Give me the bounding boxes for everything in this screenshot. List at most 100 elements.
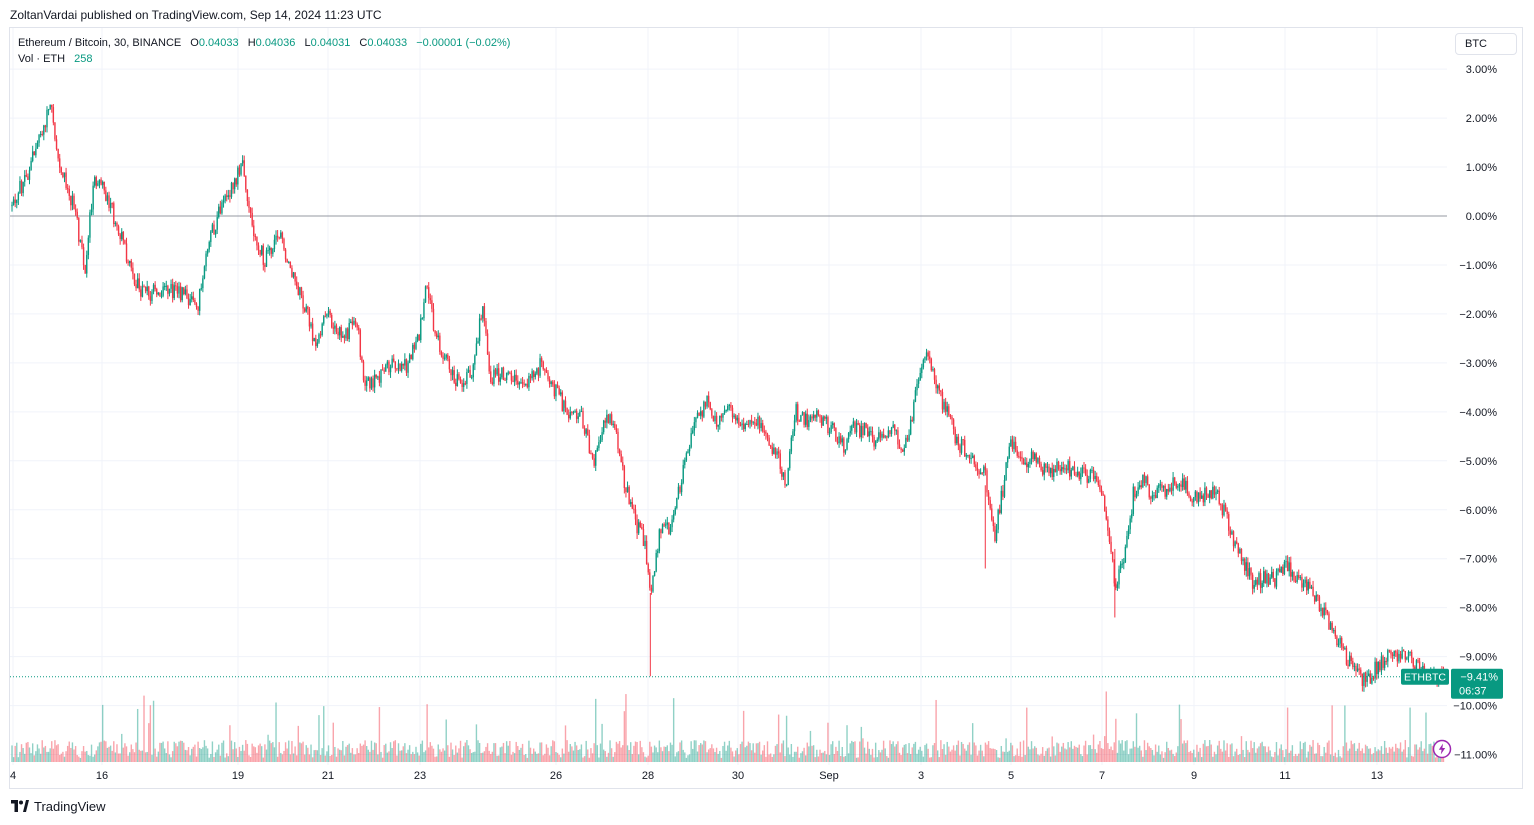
candle-body xyxy=(1005,462,1007,480)
candle-body xyxy=(706,395,708,407)
candle-body xyxy=(1100,489,1103,494)
volume-bar xyxy=(319,754,322,762)
candle-body xyxy=(54,122,56,140)
candle-body xyxy=(1294,580,1297,582)
x-tick-label: 21 xyxy=(322,770,334,782)
volume-bar xyxy=(1434,757,1437,762)
candle-body xyxy=(89,212,91,238)
candle-body xyxy=(1391,654,1394,657)
candle-body xyxy=(159,292,161,296)
candle-body xyxy=(1048,466,1050,474)
candle-body xyxy=(1418,661,1421,676)
candle-body xyxy=(370,378,373,389)
volume-bar xyxy=(1398,748,1400,762)
candle-body xyxy=(17,193,20,201)
volume-bar xyxy=(620,747,622,762)
volume-bar xyxy=(226,753,228,762)
volume-bar xyxy=(633,745,635,762)
candle-body xyxy=(1240,548,1243,562)
volume-bar xyxy=(903,744,905,762)
volume-bar xyxy=(494,743,497,762)
candle-body xyxy=(447,354,449,360)
candle-body xyxy=(1212,486,1214,499)
candle-body xyxy=(431,300,433,309)
volume-bar xyxy=(1267,746,1270,762)
candle-body xyxy=(1415,660,1418,671)
volume-bar xyxy=(645,757,648,762)
volume-bar xyxy=(346,745,349,762)
volume-bar xyxy=(386,752,389,762)
volume-bar xyxy=(762,750,764,762)
candle-body xyxy=(1224,504,1227,511)
volume-bar xyxy=(684,752,686,762)
volume-bar xyxy=(1369,748,1372,762)
candle-body xyxy=(1315,595,1317,602)
volume-bar xyxy=(429,742,432,762)
candle-body xyxy=(1298,575,1300,578)
candle-body xyxy=(95,177,97,186)
volume-bar xyxy=(57,744,59,762)
candle-body xyxy=(372,378,374,388)
candle-body xyxy=(569,412,571,419)
volume-bar xyxy=(1103,736,1106,762)
candle-body xyxy=(666,522,668,525)
candle-body xyxy=(585,429,587,434)
volume-bar xyxy=(194,744,196,762)
volume-bar xyxy=(330,754,333,762)
candle-body xyxy=(292,272,295,277)
candle-body xyxy=(245,175,247,190)
volume-bar xyxy=(385,743,387,762)
candle-body xyxy=(733,415,735,418)
volume-bar xyxy=(913,743,915,762)
candle-body xyxy=(641,526,643,530)
candle-body xyxy=(1024,462,1026,465)
volume-bar xyxy=(397,743,400,762)
volume-bar xyxy=(595,698,597,762)
candle-body xyxy=(413,344,416,349)
symbol-tag-text: ETHBTC xyxy=(1404,672,1446,684)
candle-body xyxy=(769,445,772,448)
volume-bar xyxy=(130,744,132,762)
candle-body xyxy=(461,382,463,387)
legend-symbol[interactable]: Ethereum / Bitcoin, 30, BINANCE xyxy=(18,37,182,49)
candle-body xyxy=(924,356,926,360)
volume-bar xyxy=(628,749,630,762)
candle-body xyxy=(965,455,968,457)
candle-body xyxy=(859,424,861,438)
tradingview-logo-icon[interactable] xyxy=(10,799,30,814)
volume-bar xyxy=(959,755,961,762)
volume-bar xyxy=(580,744,583,762)
volume-bar xyxy=(976,755,979,762)
volume-bar xyxy=(967,744,969,762)
candle-body xyxy=(394,361,397,369)
candle-body xyxy=(488,354,490,372)
candle-body xyxy=(536,368,538,374)
published-by-line: ZoltanVardai published on TradingView.co… xyxy=(10,8,382,22)
candle-body xyxy=(959,445,961,453)
volume-bar xyxy=(297,725,299,762)
currency-button[interactable]: BTC xyxy=(1455,33,1517,55)
footer-brand-text[interactable]: TradingView xyxy=(34,799,106,814)
volume-bar xyxy=(844,756,847,762)
candle-body xyxy=(865,422,867,428)
candle-body xyxy=(693,422,696,431)
lightning-icon[interactable] xyxy=(1432,739,1452,759)
candle-body xyxy=(615,428,618,432)
candle-body xyxy=(1213,486,1216,495)
x-tick-label: Sep xyxy=(819,770,839,782)
volume-bar xyxy=(1431,745,1434,762)
volume-bar xyxy=(94,754,96,762)
candle-body xyxy=(313,338,315,342)
volume-bar xyxy=(1156,751,1158,762)
volume-bar xyxy=(868,748,870,762)
volume-bar xyxy=(577,750,579,762)
volume-bar xyxy=(1208,740,1211,762)
volume-bar xyxy=(1283,757,1286,762)
price-chart[interactable]: 3.00%2.00%1.00%0.00%−1.00%−2.00%−3.00%−4… xyxy=(0,0,1534,790)
volume-bar xyxy=(1216,745,1219,762)
legend-volume-label[interactable]: Vol · ETH xyxy=(18,53,66,65)
volume-bar xyxy=(1162,757,1165,762)
volume-bar xyxy=(221,742,223,762)
candle-body xyxy=(388,361,390,373)
candle-body xyxy=(636,519,638,534)
